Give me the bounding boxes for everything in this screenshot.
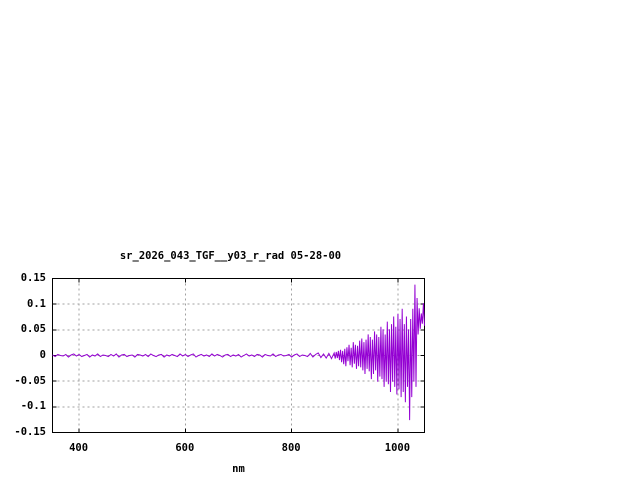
y-tick-label: -0.15 (14, 426, 46, 438)
x-axis-label: nm (232, 463, 245, 475)
y-tick-label: -0.05 (14, 374, 46, 387)
y-tick-label: 0.1 (27, 297, 46, 310)
series-line (52, 284, 425, 421)
chart-title: sr_2026_043_TGF__y03_r_rad 05-28-00 (119, 250, 342, 262)
x-tick-label: 600 (175, 442, 195, 454)
y-tick-label: 0 (39, 349, 46, 361)
x-tick-label: 1000 (384, 442, 411, 454)
x-tick-label: 400 (69, 442, 89, 454)
y-tick-label: 0.15 (20, 272, 46, 284)
y-tick-label: -0.1 (20, 400, 46, 413)
y-tick-label: 0.05 (20, 323, 46, 336)
x-tick-label: 800 (281, 442, 301, 454)
plot-svg (52, 278, 425, 433)
